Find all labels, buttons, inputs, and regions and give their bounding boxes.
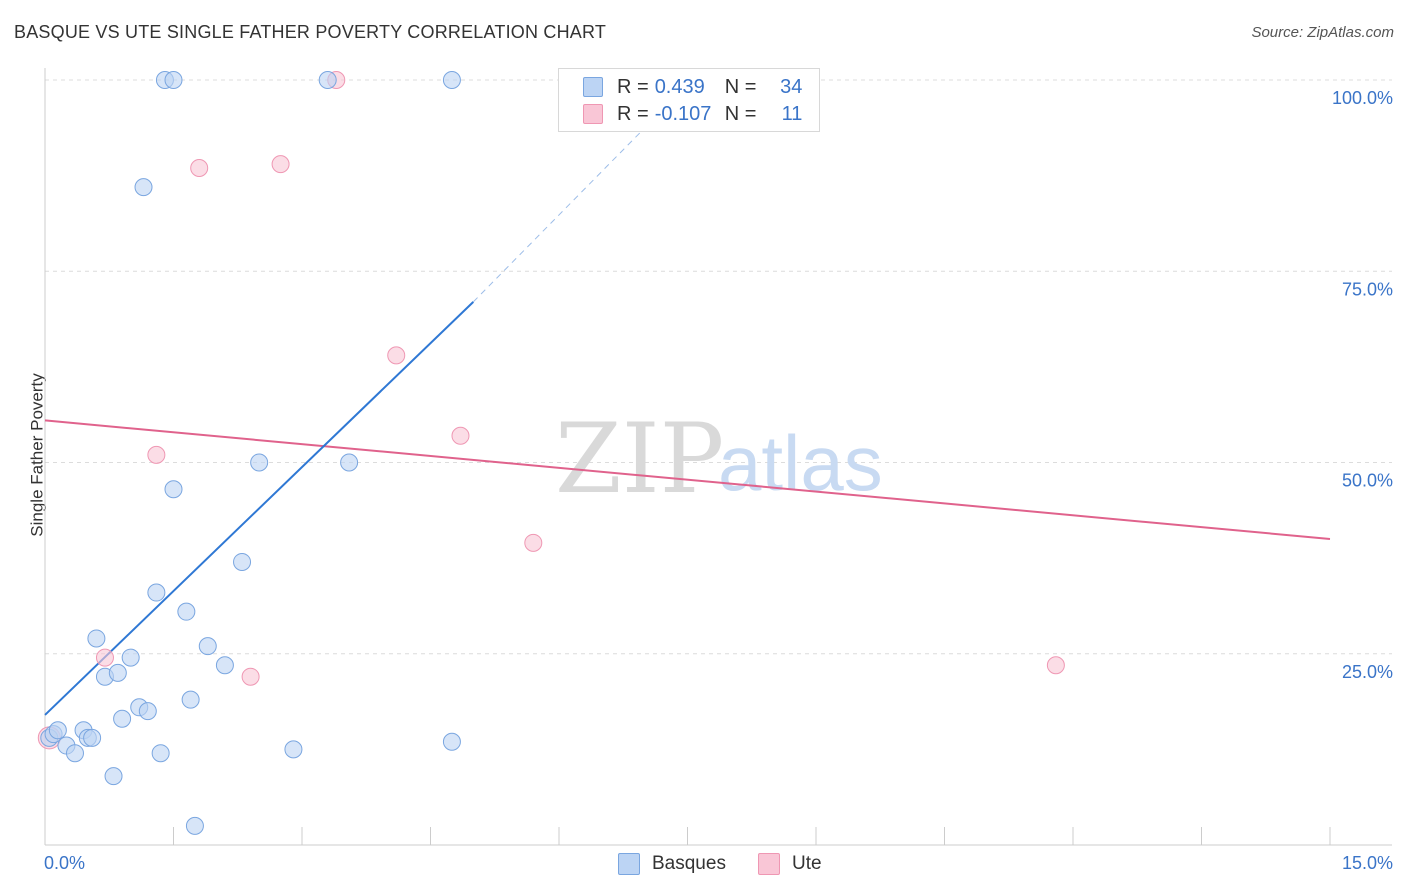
watermark: ZIP atlas [555, 403, 883, 515]
basques-trend-line [44, 301, 475, 716]
basques-point [65, 744, 84, 763]
r-value: -0.107 [654, 102, 712, 125]
basques-legend-swatch [618, 853, 640, 875]
basques-point [108, 663, 127, 682]
basques-point [442, 732, 461, 751]
ute-point [95, 648, 114, 667]
ute-point [271, 155, 290, 174]
basques-point [138, 702, 157, 721]
ute-trend-layer [44, 419, 1331, 540]
basque-trend-layer [44, 110, 663, 716]
basques-point [48, 721, 67, 740]
basques-point [215, 656, 234, 675]
watermark-zip: ZIP [555, 403, 724, 515]
basques-point [185, 816, 204, 835]
basques-point [134, 178, 153, 197]
basques-point [284, 740, 303, 759]
ute-point [387, 346, 406, 365]
ute-legend-label: Ute [792, 853, 822, 874]
basques-point [151, 744, 170, 763]
basques-point [121, 648, 140, 667]
ute-point [524, 533, 543, 552]
axis-layer [44, 68, 1392, 846]
basques-point [87, 629, 106, 648]
ute-swatch [583, 104, 603, 124]
legend-row-basques: R = 0.439 N = 34 [583, 75, 802, 99]
ute-legend-swatch [758, 853, 780, 875]
basques-point [340, 453, 359, 472]
stats-legend: R = 0.439 N = 34 R = -0.107 N = 11 [558, 68, 820, 132]
legend-row-ute: R = -0.107 N = 11 [583, 102, 802, 126]
tick-label-layer: 25.0% 50.0% 75.0% 100.0% 0.0% 15.0% [44, 88, 1393, 873]
ute-point [190, 158, 209, 177]
watermark-atlas: atlas [718, 419, 883, 507]
source-label: Source: ZipAtlas.com [1251, 24, 1394, 41]
ute-trend-line [44, 419, 1331, 540]
basques-point [164, 480, 183, 499]
y-tick-label: 25.0% [1342, 662, 1393, 682]
n-value: 34 [780, 75, 803, 98]
r-label: R = [617, 102, 649, 125]
y-tick-label: 50.0% [1342, 471, 1393, 491]
y-tick-label: 75.0% [1342, 279, 1393, 299]
basques-point [250, 453, 269, 472]
ute-point [1046, 656, 1065, 675]
basques-point [233, 552, 252, 571]
basques-point [442, 71, 461, 89]
basques-point [198, 637, 217, 656]
chart-title: BASQUE VS UTE SINGLE FATHER POVERTY CORR… [14, 22, 607, 42]
ute-point [451, 426, 470, 445]
ute-points-layer [37, 71, 1065, 750]
basque-points-layer [40, 71, 461, 835]
n-label: N = [724, 75, 757, 98]
basques-point [318, 71, 337, 89]
n-label: N = [724, 102, 757, 125]
legend-item-ute: Ute [758, 852, 822, 876]
basques-swatch [583, 77, 603, 97]
r-value: 0.439 [654, 75, 705, 98]
basques-point [164, 71, 183, 89]
basques-point [83, 728, 102, 747]
basques-legend-label: Basques [652, 853, 726, 874]
basques-point [177, 602, 196, 621]
x-tick-label-max: 15.0% [1342, 853, 1393, 873]
ute-point [241, 667, 260, 686]
basques-point [147, 583, 166, 602]
basques-point [104, 767, 123, 786]
r-label: R = [617, 75, 649, 98]
x-tick-label-min: 0.0% [44, 853, 85, 873]
n-value: 11 [781, 102, 803, 125]
basques-point [181, 690, 200, 709]
ute-point [147, 445, 166, 464]
basques-trend-extension [472, 110, 663, 303]
basques-point [113, 709, 132, 728]
legend-item-basques: Basques [618, 852, 726, 876]
y-tick-label: 100.0% [1332, 88, 1393, 108]
